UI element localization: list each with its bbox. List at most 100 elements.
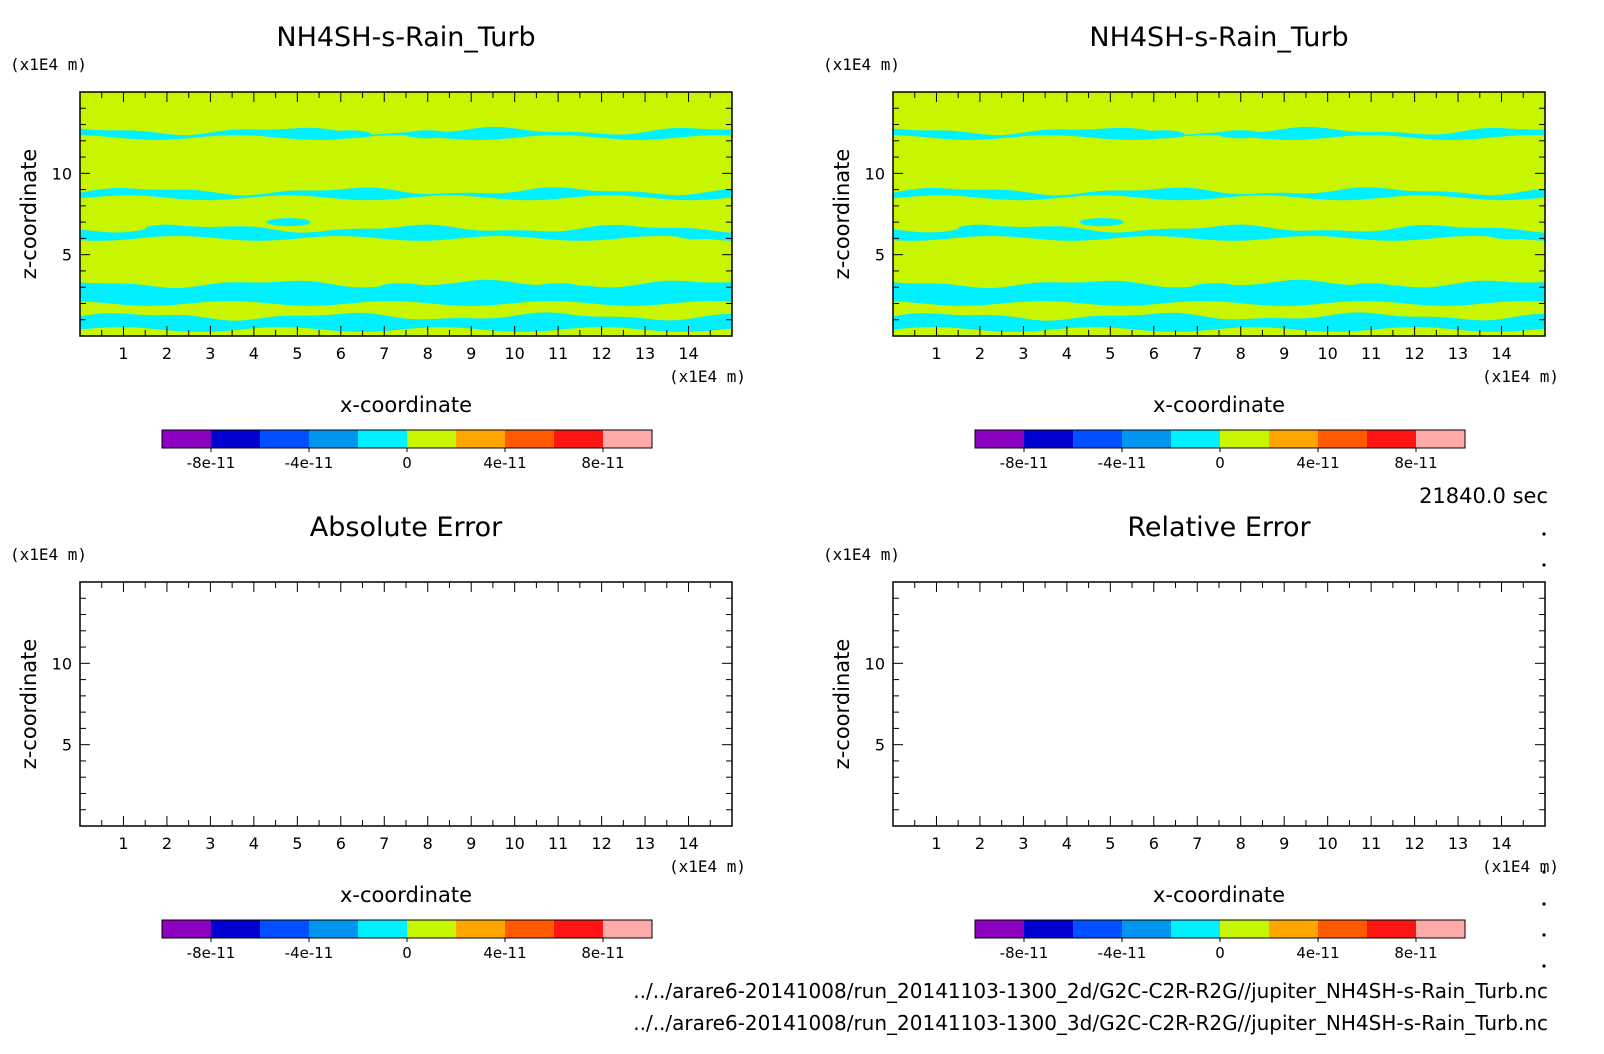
y-tick-label: 5 <box>875 246 885 265</box>
colorbar-swatch <box>407 920 456 938</box>
field-fill <box>893 582 1545 826</box>
colorbar-swatch <box>309 430 358 448</box>
panel-2: NH4SH-s-Rain_Turb(x1E4 m)1 2 3 4 5 6 7 8 9 10 11 12… <box>823 22 1559 472</box>
x-tick-label: 8 <box>423 834 433 853</box>
x-axis-label: x-coordinate <box>340 883 472 907</box>
x-unit-label: (x1E4 m) <box>1482 857 1559 876</box>
x-tick-label: 9 <box>466 834 476 853</box>
y-tick-label: 5 <box>875 736 885 755</box>
x-tick-label: 6 <box>336 834 346 853</box>
x-tick-label: 3 <box>1018 834 1028 853</box>
y-unit-label: (x1E4 m) <box>10 55 87 74</box>
y-unit-label: (x1E4 m) <box>823 545 900 564</box>
file-path-3d: ../../arare6-20141008/run_20141103-1300_… <box>633 1011 1548 1035</box>
colorbar-swatch <box>162 920 211 938</box>
time-label: 21840.0 sec <box>1419 484 1548 508</box>
x-tick-label: 1 <box>118 344 128 363</box>
colorbar-swatch <box>1024 430 1073 448</box>
x-tick-label: 5 <box>292 344 302 363</box>
contour-band <box>80 312 732 332</box>
x-tick-label: 11 <box>1361 834 1381 853</box>
contour-band <box>893 224 1545 241</box>
x-tick-label: 5 <box>292 834 302 853</box>
x-tick-label: 1 <box>931 834 941 853</box>
colorbar-tick-label: -8e-11 <box>187 454 236 472</box>
x-axis-label: x-coordinate <box>1153 883 1285 907</box>
x-tick-label: 8 <box>1236 834 1246 853</box>
x-tick-label: 14 <box>1491 344 1511 363</box>
y-tick-label: 10 <box>52 164 72 183</box>
x-tick-label: 4 <box>249 344 259 363</box>
colorbar-swatch <box>554 430 603 448</box>
x-unit-label: (x1E4 m) <box>1482 367 1559 386</box>
x-tick-label: 14 <box>1491 834 1511 853</box>
colorbar-tick-label: 0 <box>1215 944 1225 962</box>
colorbar-swatch <box>505 430 554 448</box>
colorbar-tick-label: -8e-11 <box>1000 454 1049 472</box>
contour-lens <box>1349 283 1394 292</box>
y-tick-label: 5 <box>62 736 72 755</box>
x-tick-label: 6 <box>1149 834 1159 853</box>
x-tick-label: 11 <box>548 344 568 363</box>
x-tick-label: 5 <box>1105 834 1115 853</box>
colorbar-swatch <box>456 430 505 448</box>
colorbar-swatch <box>407 430 456 448</box>
x-axis-label: x-coordinate <box>340 393 472 417</box>
x-tick-label: 3 <box>1018 344 1028 363</box>
colorbar-swatch <box>603 430 652 448</box>
x-tick-label: 4 <box>1062 834 1072 853</box>
contour-lens <box>327 130 372 139</box>
colorbar-tick-label: 0 <box>1215 454 1225 472</box>
colorbar-tick-label: 8e-11 <box>1394 454 1437 472</box>
colorbar-tick-label: 8e-11 <box>1394 944 1437 962</box>
x-tick-label: 3 <box>205 344 215 363</box>
contour-lens <box>957 224 1002 233</box>
colorbar-swatch <box>456 920 505 938</box>
colorbar-tick-label: -8e-11 <box>1000 944 1049 962</box>
colorbar-swatch <box>1318 430 1367 448</box>
colorbar-swatch <box>211 920 260 938</box>
x-tick-label: 2 <box>162 834 172 853</box>
colorbar-swatch <box>975 920 1024 938</box>
panel-1: NH4SH-s-Rain_Turb(x1E4 m)1 2 3 4 5 6 7 8 9 10 11 12… <box>10 22 746 472</box>
contour-lens <box>144 224 189 233</box>
contour-band <box>893 187 1545 201</box>
contour-lens <box>379 283 424 292</box>
file-path-2d: ../../arare6-20141008/run_20141103-1300_… <box>633 979 1548 1003</box>
x-tick-label: 6 <box>336 344 346 363</box>
colorbar-swatch <box>975 430 1024 448</box>
contour-lens <box>1488 231 1533 240</box>
colorbar-swatch <box>1220 430 1269 448</box>
x-tick-label: 12 <box>1404 344 1424 363</box>
x-tick-label: 12 <box>1404 834 1424 853</box>
x-tick-label: 1 <box>931 344 941 363</box>
x-tick-label: 3 <box>205 834 215 853</box>
colorbar-swatch <box>1367 920 1416 938</box>
x-tick-label: 14 <box>678 344 698 363</box>
colorbar-swatch <box>358 430 407 448</box>
y-unit-label: (x1E4 m) <box>10 545 87 564</box>
colorbar-swatch <box>1416 920 1465 938</box>
colorbar-tick-label: 4e-11 <box>483 944 526 962</box>
x-tick-label: 11 <box>548 834 568 853</box>
x-axis-label: x-coordinate <box>1153 393 1285 417</box>
x-unit-label: (x1E4 m) <box>669 857 746 876</box>
contour-lens <box>405 130 450 139</box>
colorbar-swatch <box>1171 920 1220 938</box>
y-axis-label: z-coordinate <box>17 149 41 280</box>
x-tick-label: 13 <box>635 344 655 363</box>
x-tick-label: 12 <box>591 344 611 363</box>
colorbar-swatch <box>260 920 309 938</box>
contour-lens <box>675 231 720 240</box>
colorbar-tick-label: 0 <box>402 454 412 472</box>
colorbar-tick-label: 4e-11 <box>1296 944 1339 962</box>
colorbar-swatch <box>1367 430 1416 448</box>
panel-title: NH4SH-s-Rain_Turb <box>1089 22 1348 53</box>
y-tick-label: 10 <box>865 164 885 183</box>
colorbar-swatch <box>1122 920 1171 938</box>
contour-lens <box>1140 130 1185 139</box>
panel-title: NH4SH-s-Rain_Turb <box>276 22 535 53</box>
colorbar-tick-label: -4e-11 <box>1098 454 1147 472</box>
colorbar-swatch <box>505 920 554 938</box>
colorbar-swatch <box>603 920 652 938</box>
